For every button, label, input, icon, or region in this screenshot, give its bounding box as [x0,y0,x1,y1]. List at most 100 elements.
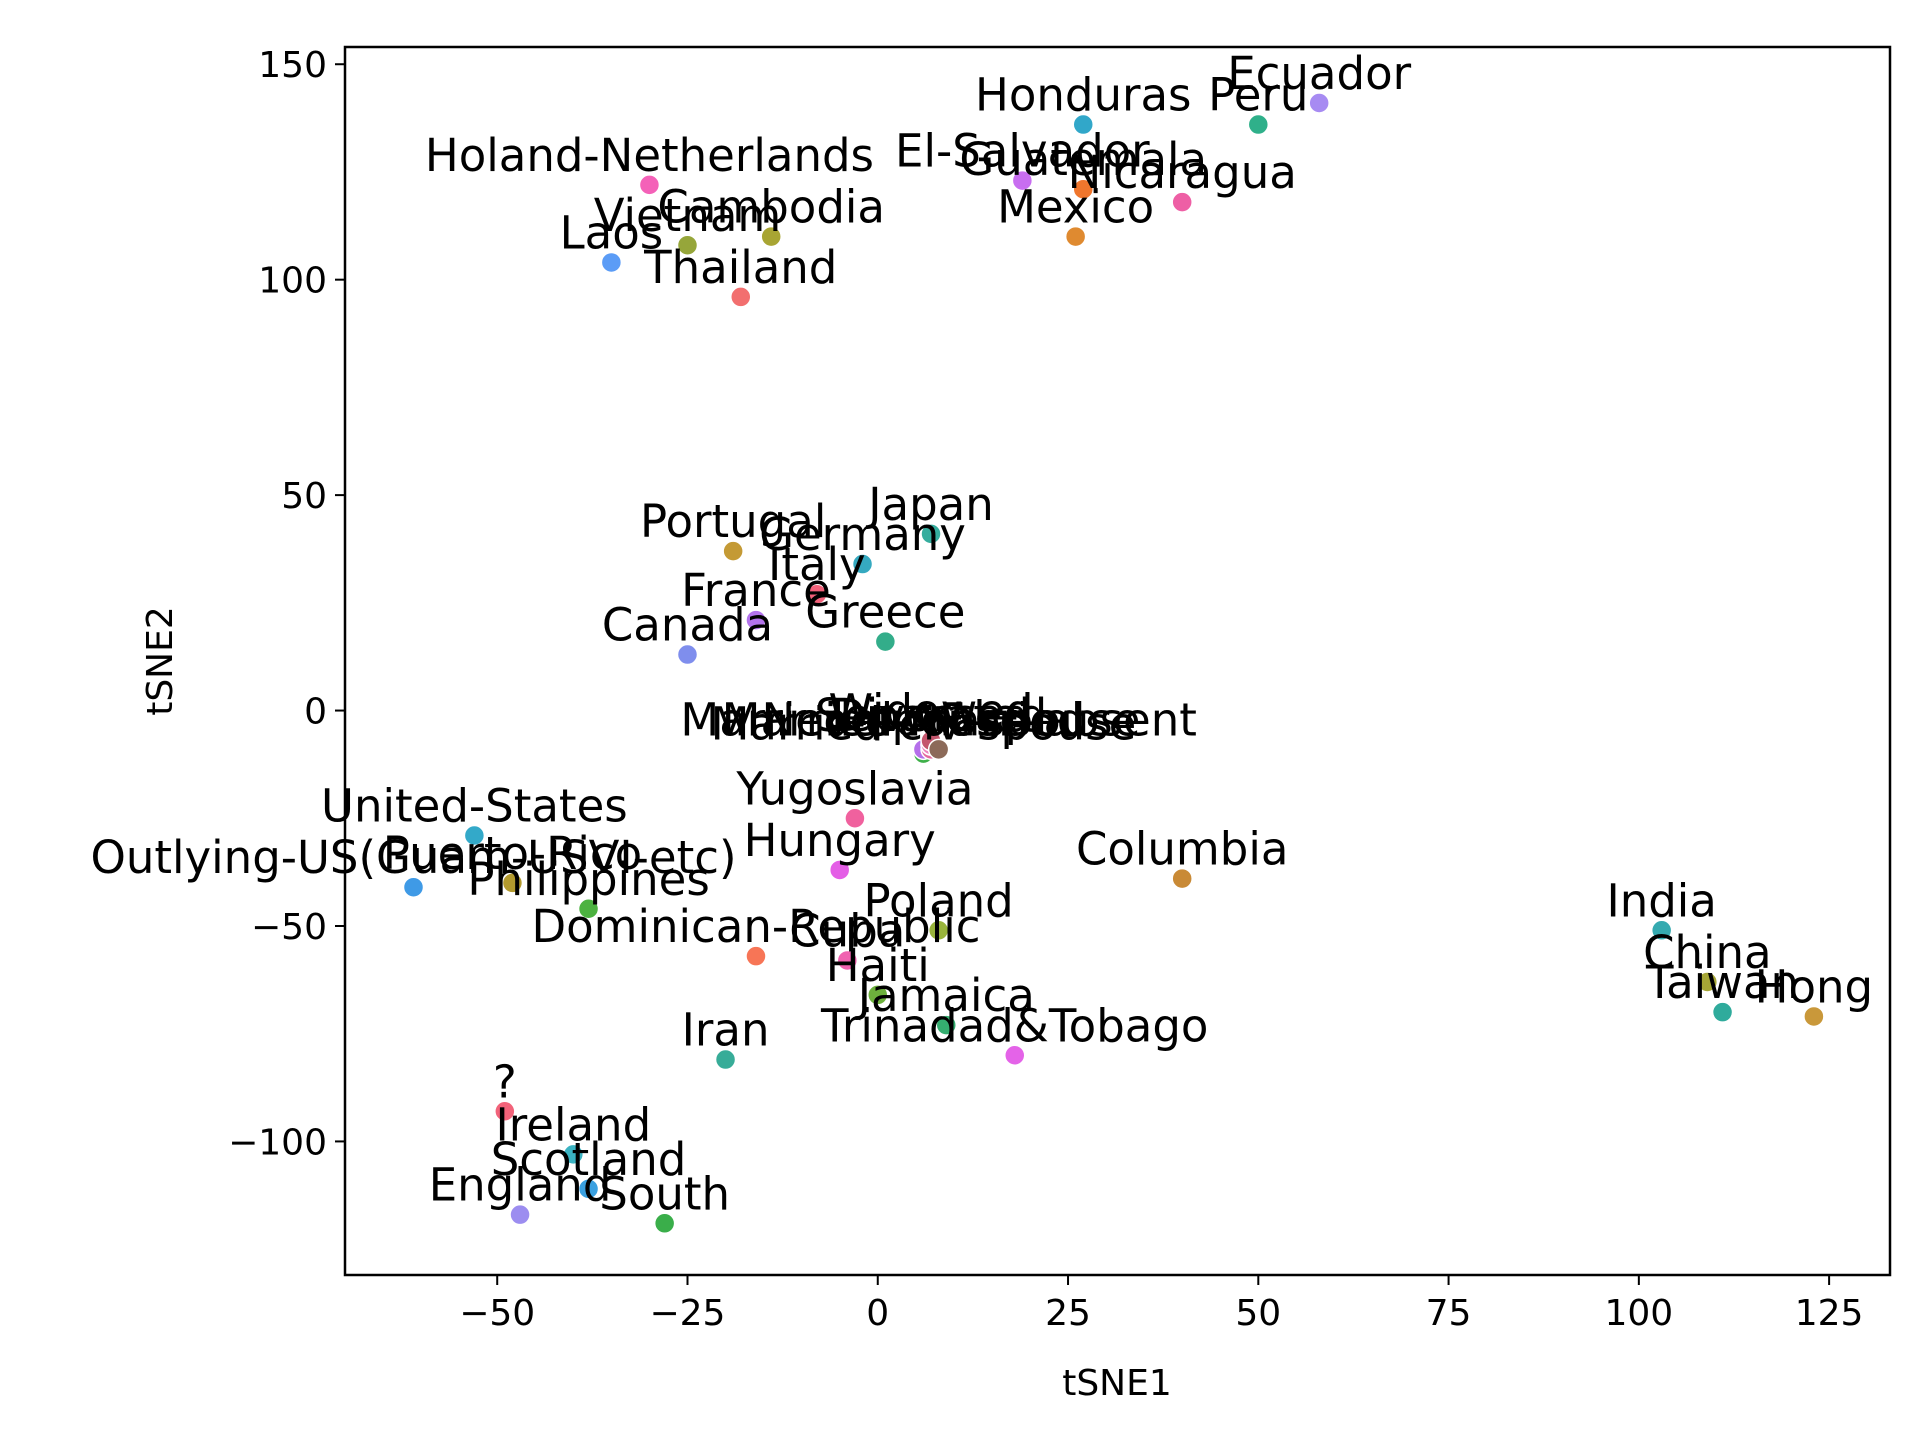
data-point-label: Guatemala [959,133,1207,186]
data-point [600,251,623,274]
data-point [562,1143,585,1166]
data-point-label: Honduras [975,69,1192,122]
data-point-label: England [429,1159,612,1212]
x-tick-label: 0 [866,1293,889,1334]
y-tick-label: −50 [251,907,327,948]
y-tick-label: 0 [304,692,327,733]
data-point-label: Italy [768,538,866,591]
data-point [1308,92,1330,114]
x-tick-label: 125 [1795,1293,1864,1334]
data-point-label: Ireland [496,1098,652,1151]
data-point [874,630,897,653]
data-point-label: France [681,564,831,617]
data-point-label: Outlying-US(Guam-USVI-etc) [90,831,736,884]
data-point-label: Married-civ-spouse [711,698,1137,751]
y-axis-label: tSNE2 [140,606,181,716]
data-point [760,225,782,248]
data-point-label: Hong [1755,960,1873,1013]
data-point-label: South [599,1167,730,1220]
data-point-label: Vietnam [594,189,782,242]
data-point-label: Dominican-Republic [532,900,981,953]
data-point [927,919,950,942]
data-point-label: Hungary [744,814,936,867]
data-point-label: Thailand [643,241,837,294]
data-point [1247,113,1270,136]
data-point-label: Laos [560,206,664,259]
data-point [577,1178,600,1200]
data-point [1696,971,1719,993]
data-point-label: Peru [1208,69,1308,122]
data-point-label: Divorced [831,689,1031,742]
y-tick-label: −100 [228,1122,327,1163]
data-point-label: Cambodia [657,181,885,234]
data-point-label: El-Salvador [895,125,1150,178]
x-tick-label: 25 [1045,1293,1091,1334]
data-point [745,945,767,967]
x-axis-label: tSNE1 [1062,1363,1172,1404]
y-tick-label: 50 [281,476,327,517]
data-point-label: Iran [682,1004,770,1057]
data-point-label: Philippines [467,853,709,906]
data-point [714,1048,737,1071]
data-point-label: Married-spouse-absent [680,693,1196,746]
data-point [1072,178,1095,200]
data-point [577,898,600,920]
data-point [463,824,486,847]
data-point [851,553,874,575]
data-point [1004,1044,1026,1067]
data-point [1171,191,1193,213]
data-point-label: Taiwan [1645,956,1799,1009]
data-point [745,609,767,631]
data-point-label: Canada [602,599,773,652]
data-point-label: Married-AF-spouse [722,693,1141,746]
data-point [676,643,699,666]
data-points [402,92,1825,1235]
y-tick-label: 150 [258,45,327,86]
data-point [806,583,828,605]
data-point [828,859,851,881]
x-tick-label: −25 [649,1293,725,1334]
data-point [509,1203,531,1226]
data-point-label: Poland [864,874,1014,927]
data-point-label: China [1643,926,1772,979]
data-point [927,738,950,761]
data-point-label: Mexico [997,181,1154,234]
data-point [722,540,744,562]
data-point-label: Ecuador [1227,47,1411,100]
data-point [402,876,425,898]
data-point-label: Jamaica [855,969,1035,1022]
data-point-label: India [1606,874,1716,927]
data-point [1803,1005,1825,1028]
data-point-label: ? [493,1055,517,1108]
data-point [1011,169,1034,192]
y-tick-label: 100 [258,261,327,302]
data-point [1711,1001,1734,1023]
data-point [730,286,752,308]
data-point-label: Never-married [761,693,1085,746]
data-point-label: Haiti [826,939,930,992]
data-point-label: Holand-Netherlands [425,129,874,182]
data-point-label: Portugal [640,495,826,548]
data-point-label: Cuba [789,904,905,957]
data-point-label: Scotland [491,1133,687,1186]
data-point [920,523,942,545]
data-point [1171,867,1193,890]
data-point [653,1212,676,1235]
data-point [1072,113,1095,136]
data-point-label: United-States [321,780,628,833]
data-point [638,174,661,196]
data-point [676,234,699,256]
data-point [844,807,866,830]
data-point [935,1014,958,1036]
data-point [836,949,859,972]
data-point-label: Nicaragua [1068,146,1297,199]
data-point [1650,919,1673,942]
data-point-label: Greece [805,586,965,639]
data-point [501,872,524,894]
plot-frame [343,45,1892,1277]
axis-ticks: −50 −25 0 25 50 75 100 125 −100 −50 0 50 100 150 [228,45,1863,1334]
data-point [867,984,889,1006]
data-point [494,1100,516,1123]
